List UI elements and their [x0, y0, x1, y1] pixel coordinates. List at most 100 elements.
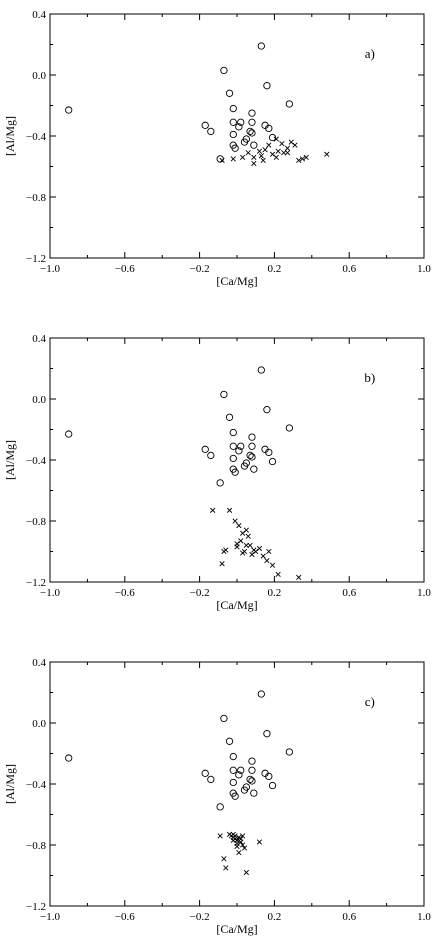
y-tick-label: 0.0 [32, 394, 46, 406]
data-point-cross [273, 136, 279, 142]
data-point-cross [284, 150, 291, 156]
cross-stroke [260, 553, 266, 559]
data-point-circle [237, 766, 245, 774]
data-point-circle [229, 442, 237, 450]
cross-stroke [236, 522, 242, 529]
data-point-cross [266, 548, 272, 555]
cross-stroke [239, 530, 246, 536]
cross-stroke [226, 507, 233, 513]
data-point-circle [250, 789, 258, 797]
data-point-circle [285, 100, 294, 108]
cross-stroke [243, 542, 249, 549]
cross-stroke [269, 151, 276, 157]
cross-stroke [256, 148, 263, 154]
cross-stroke [253, 548, 259, 555]
y-tick-label: 0.4 [32, 333, 46, 345]
panel-label: a) [365, 46, 375, 61]
data-point-circle [257, 366, 265, 374]
panel-a: −1.0 −0.6 −0.2 0.2 0.6 1.0 0.4 0.0 −0.4 −0.8 −1.2 [… [3, 9, 431, 288]
data-point-cross [226, 507, 233, 513]
y-tick-label: 0.0 [32, 718, 46, 730]
data-point-cross [210, 507, 216, 513]
data-point-cross [260, 157, 266, 164]
data-point-circle [207, 775, 215, 784]
data-point-cross [232, 833, 238, 839]
data-point-circle [229, 130, 237, 139]
y-tick-label: 0.4 [32, 657, 46, 669]
data-point-circle [216, 479, 224, 487]
data-point-circle [225, 413, 234, 421]
y-tick-label: −1.2 [26, 253, 46, 265]
data-point-cross [256, 545, 263, 552]
data-point-cross [243, 869, 249, 876]
data-point-circle [229, 104, 237, 113]
y-tick-label: 0.0 [32, 70, 46, 82]
data-point-circle [285, 424, 294, 432]
data-point-cross [262, 147, 268, 153]
x-tick-label: −0.6 [115, 911, 135, 923]
y-axis-label: [Al/Mg] [3, 764, 17, 804]
data-point-circle [225, 737, 234, 745]
data-point-circle [65, 106, 73, 114]
x-tick-label: −1.0 [40, 911, 60, 923]
data-point-cross [275, 148, 281, 154]
data-point-cross [256, 148, 263, 154]
data-point-cross [264, 558, 270, 564]
data-point-cross [239, 530, 246, 536]
y-tick-label: −0.8 [26, 192, 46, 204]
panel-label: c) [365, 694, 375, 709]
cross-stroke [251, 160, 257, 167]
data-point-cross [292, 142, 298, 148]
cross-stroke [247, 542, 253, 549]
cross-stroke [219, 157, 225, 164]
data-point-cross [245, 533, 251, 539]
x-tick-label: 1.0 [417, 263, 431, 275]
cross-stroke [245, 533, 251, 539]
data-point-circle [201, 445, 209, 453]
cross-stroke [288, 139, 294, 145]
y-tick-label: −0.8 [26, 840, 46, 852]
data-point-circle [246, 451, 254, 460]
cross-stroke [234, 843, 240, 850]
data-point-circle [231, 792, 239, 800]
data-point-cross [223, 865, 229, 871]
y-axis-label: [Al/Mg] [3, 116, 17, 156]
panel-c: −1.0 −0.6 −0.2 0.2 0.6 1.0 0.4 0.0 −0.4 −0.8 −1.2 [… [3, 657, 431, 936]
data-point-circle [225, 89, 234, 97]
data-point-circle [237, 118, 245, 126]
cross-stroke [232, 518, 238, 524]
cross-stroke [262, 147, 268, 153]
cross-stroke [284, 145, 291, 151]
data-point-cross [249, 551, 255, 558]
data-point-circle [248, 433, 256, 441]
data-point-circle [248, 757, 256, 765]
x-tick-label: 0.6 [342, 911, 356, 923]
data-point-circle [237, 442, 245, 450]
cross-stroke [258, 153, 264, 159]
data-point-circle [248, 777, 256, 785]
data-point-circle [235, 123, 243, 131]
x-tick-label: −1.0 [40, 263, 60, 275]
cross-stroke [296, 157, 302, 164]
cross-stroke [273, 154, 279, 160]
data-point-circle [265, 124, 273, 133]
data-point-cross [324, 151, 330, 157]
data-point-circle [220, 390, 228, 399]
data-point-cross [239, 154, 246, 160]
data-point-circle [229, 766, 237, 774]
data-point-circle [268, 457, 277, 466]
cross-stroke [266, 142, 272, 148]
cross-stroke [217, 833, 223, 839]
y-tick-label: −0.4 [26, 779, 46, 791]
data-point-circle [242, 135, 251, 143]
cross-stroke [239, 842, 246, 848]
data-point-cross [238, 538, 244, 544]
data-point-cross [243, 527, 249, 533]
data-point-cross [284, 145, 291, 151]
x-tick-label: 0.6 [342, 263, 356, 275]
data-point-circle [216, 803, 224, 811]
panel-b: −1.0 −0.6 −0.2 0.2 0.6 1.0 0.4 0.0 −0.4 −0.8 −1.2 [… [3, 333, 431, 612]
cross-stroke [264, 558, 270, 564]
data-point-cross [251, 160, 257, 167]
